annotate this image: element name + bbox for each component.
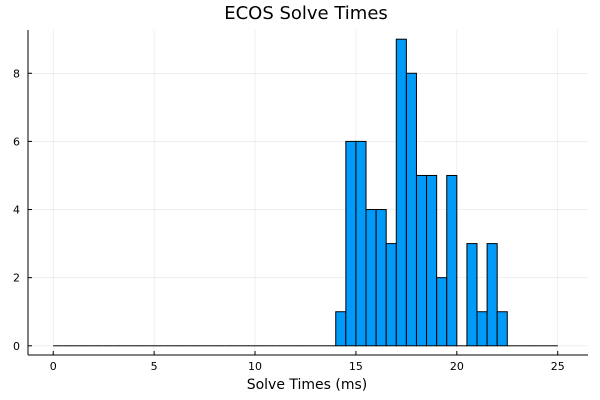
histogram-bar xyxy=(446,174,458,347)
y-tick-label: 8 xyxy=(13,67,20,80)
histogram-bar xyxy=(496,311,508,347)
x-tick-label: 10 xyxy=(248,360,262,373)
y-tick-label: 2 xyxy=(13,272,20,285)
y-tick-label: 0 xyxy=(13,340,20,353)
x-tick-label: 5 xyxy=(151,360,158,373)
x-tick-label: 15 xyxy=(349,360,363,373)
x-axis-label: Solve Times (ms) xyxy=(247,377,368,393)
chart-title: ECOS Solve Times xyxy=(224,3,388,24)
y-tick-label: 6 xyxy=(13,135,20,148)
histogram-bar xyxy=(345,140,357,347)
histogram-bar xyxy=(335,311,347,347)
x-tick-label: 25 xyxy=(551,360,565,373)
x-tick-label: 20 xyxy=(450,360,464,373)
histogram-bar xyxy=(395,38,407,347)
histogram-bar xyxy=(385,243,397,347)
histogram-bar xyxy=(476,311,488,347)
grid-lines xyxy=(28,30,588,355)
tick-labels: 0 5 10 15 20 25 0 2 4 6 8 xyxy=(13,67,565,373)
histogram-bar xyxy=(426,174,438,347)
x-tick-label: 0 xyxy=(50,360,57,373)
histogram-bar xyxy=(486,243,498,347)
histogram-bars xyxy=(53,38,558,347)
y-tick-label: 4 xyxy=(13,204,20,217)
histogram-bar xyxy=(466,243,478,347)
histogram-bar xyxy=(436,277,448,347)
histogram-bar xyxy=(405,72,417,347)
axes xyxy=(27,30,588,356)
histogram-bar xyxy=(375,209,387,347)
histogram-bar xyxy=(365,209,377,347)
histogram-bar xyxy=(355,140,367,347)
histogram-bar xyxy=(415,174,428,347)
